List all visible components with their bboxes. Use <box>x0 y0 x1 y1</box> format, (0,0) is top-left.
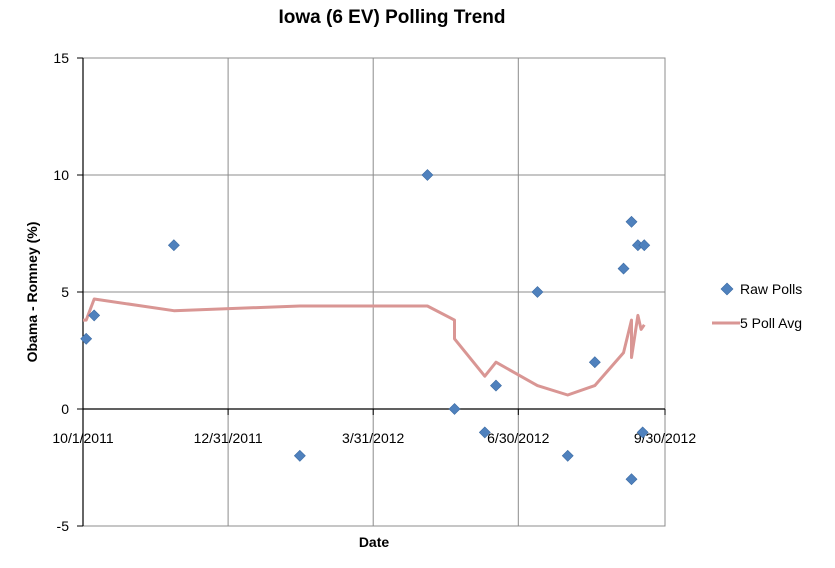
data-point <box>448 403 461 415</box>
y-axis-label: Obama - Romney (%) <box>24 222 40 363</box>
y-tick-labels: -5 0 5 10 15 <box>53 50 69 534</box>
x-tick-label: 9/30/2012 <box>634 430 696 446</box>
data-point <box>625 215 638 228</box>
data-point <box>421 169 434 181</box>
x-tick-label: 12/31/2011 <box>194 430 263 446</box>
data-point <box>588 356 601 369</box>
gridlines <box>82 57 666 527</box>
avg-line <box>83 297 646 397</box>
x-tick-label: 6/30/2012 <box>487 430 549 446</box>
data-point <box>478 426 491 439</box>
data-point <box>561 449 574 462</box>
y-tick-label: -5 <box>57 518 70 534</box>
series-5-poll-avg <box>83 297 646 397</box>
legend-marker-raw-polls <box>720 282 734 296</box>
y-tick-label: 15 <box>53 50 69 66</box>
x-tick-label: 3/31/2012 <box>342 430 404 446</box>
data-point <box>638 239 651 252</box>
data-point <box>636 426 649 439</box>
series-raw-polls <box>80 169 651 486</box>
data-point <box>617 262 630 275</box>
legend-label-5-poll-avg: 5 Poll Avg <box>740 315 802 331</box>
axes <box>77 57 666 527</box>
x-axis-label: Date <box>359 534 390 550</box>
data-point <box>490 379 502 392</box>
y-tick-label: 10 <box>53 167 69 183</box>
y-tick-label: 5 <box>61 284 69 300</box>
data-point <box>80 332 93 345</box>
x-tick-label: 10/1/2011 <box>52 430 113 446</box>
data-point <box>167 239 180 252</box>
x-tick-labels: 10/1/2011 12/31/2011 3/31/2012 6/30/2012 9/3… <box>52 430 696 446</box>
data-point <box>625 473 638 486</box>
legend: Raw Polls 5 Poll Avg <box>712 281 802 331</box>
legend-label-raw-polls: Raw Polls <box>740 281 802 297</box>
data-point <box>531 286 544 298</box>
data-point <box>88 309 101 322</box>
data-point <box>293 449 306 462</box>
y-tick-label: 0 <box>61 401 69 417</box>
chart-title: Iowa (6 EV) Polling Trend <box>279 7 506 28</box>
